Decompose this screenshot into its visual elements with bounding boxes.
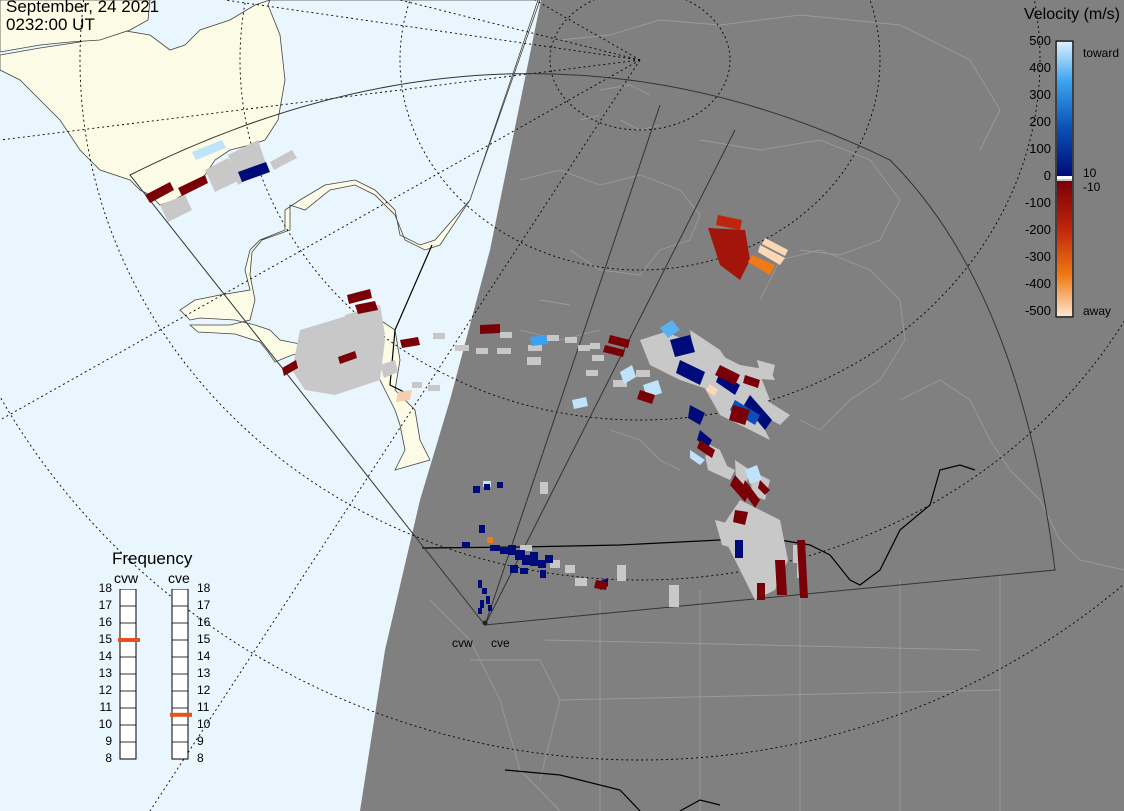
frequency-tick-left: 13 [98, 666, 112, 680]
radar-name-cvw: cvw [114, 570, 139, 586]
radar-fov-outline [129, 73, 1056, 626]
velocity-echoes [145, 140, 808, 614]
frequency-gauge-cve [170, 589, 192, 760]
velocity-tick: -500 [1024, 303, 1051, 318]
frequency-tick-right: 9 [197, 734, 204, 748]
frequency-tick-left: 17 [98, 598, 112, 612]
velocity-tick: 200 [1029, 114, 1051, 129]
radar-name-cve: cve [168, 570, 190, 586]
frequency-tick-left: 18 [98, 581, 112, 595]
velocity-tick: 400 [1029, 60, 1051, 75]
date-label: September, 24 2021 [6, 0, 160, 16]
ground-scatter-echoes [160, 140, 806, 607]
velocity-tick: 300 [1029, 87, 1051, 102]
velocity-tick: -300 [1024, 249, 1051, 264]
radar-site-marker [482, 620, 488, 626]
frequency-tick-right: 13 [197, 666, 211, 680]
frequency-tick-right: 17 [197, 598, 211, 612]
frequency-tick-right: 15 [197, 632, 211, 646]
velocity-threshold-pos: 10 [1083, 166, 1097, 180]
velocity-colorbar [1055, 40, 1074, 318]
frequency-tick-right: 18 [197, 581, 211, 595]
national-borders [389, 244, 976, 811]
frequency-tick-left: 16 [98, 615, 112, 629]
colorbar-toward-segment [1057, 42, 1072, 176]
frequency-tick-right: 14 [197, 649, 211, 663]
frequency-tick-right: 16 [197, 615, 211, 629]
frequency-tick-left: 12 [98, 683, 112, 697]
velocity-tick: 100 [1029, 141, 1051, 156]
velocity-away-label: away [1083, 304, 1112, 318]
frequency-tick-left: 8 [105, 751, 112, 765]
velocity-tick: 0 [1043, 168, 1051, 183]
velocity-scale-title: Velocity (m/s) [1023, 6, 1120, 23]
frequency-tick-left: 14 [98, 649, 112, 663]
velocity-tick: -400 [1024, 276, 1051, 291]
velocity-toward-label: toward [1083, 46, 1120, 60]
frequency-tick-left: 10 [98, 717, 112, 731]
frequency-tick-left: 15 [98, 632, 112, 646]
frequency-tick-left: 9 [105, 734, 112, 748]
frequency-tick-left: 11 [99, 700, 112, 714]
cluster-dark-blue [462, 482, 553, 614]
frequency-tick-right: 8 [197, 751, 204, 765]
frequency-gauges [118, 589, 192, 760]
frequency-tick-right: 10 [197, 717, 211, 731]
velocity-threshold-neg: -10 [1083, 180, 1101, 194]
site-label-cve: cve [491, 636, 510, 650]
velocity-tick: -200 [1024, 222, 1051, 237]
colorbar-away-segment [1057, 181, 1072, 316]
velocity-tick: 500 [1029, 33, 1051, 48]
frequency-marker-cve [170, 712, 192, 717]
frequency-tick-right: 11 [197, 700, 210, 714]
frequency-gauge-cvw [118, 589, 140, 760]
site-label-cvw: cvw [452, 636, 473, 650]
frequency-tick-right: 12 [197, 683, 211, 697]
frequency-panel-title: Frequency [112, 549, 193, 568]
frequency-marker-cvw [118, 638, 140, 642]
velocity-tick: -100 [1024, 195, 1051, 210]
time-label: 0232:00 UT [6, 15, 95, 34]
